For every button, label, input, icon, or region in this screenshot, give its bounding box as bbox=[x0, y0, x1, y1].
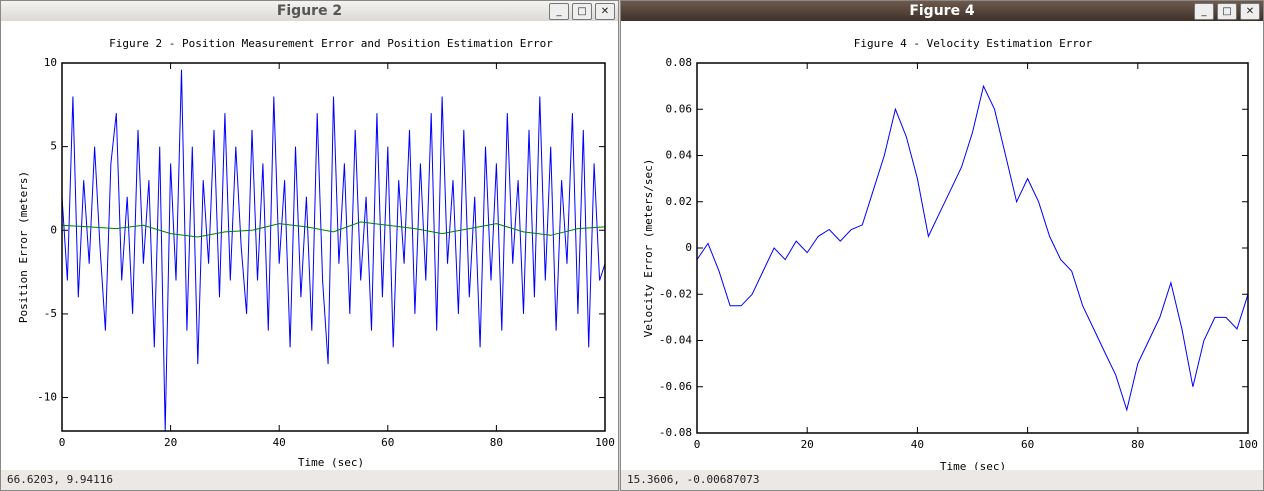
minimize-button[interactable]: _ bbox=[1194, 3, 1214, 20]
y-tick-label: 0 bbox=[685, 241, 692, 254]
title-bar: Figure 4 _ □ ✕ bbox=[621, 1, 1263, 21]
y-tick-label: 0.02 bbox=[666, 195, 693, 208]
y-tick-label: 0 bbox=[50, 223, 57, 236]
plot-frame bbox=[696, 62, 1249, 434]
x-tick-label: 100 bbox=[595, 436, 615, 449]
status-bar: 66.6203, 9.94116 bbox=[1, 470, 618, 490]
data-line bbox=[696, 84, 1249, 412]
x-tick-label: 40 bbox=[273, 436, 286, 449]
x-tick-label: 80 bbox=[1131, 438, 1144, 451]
x-tick-label: 0 bbox=[694, 438, 701, 451]
figure-window: Figure 2 _ □ ✕ Figure 2 - Position Measure… bbox=[0, 0, 619, 491]
y-tick-label: 0.06 bbox=[666, 102, 693, 115]
figure-window: Figure 4 _ □ ✕ Figure 4 - Velocity Estimat… bbox=[620, 0, 1264, 491]
cursor-coordinates: 66.6203, 9.94116 bbox=[7, 473, 113, 486]
chart: Figure 2 - Position Measurement Error an… bbox=[17, 37, 615, 469]
x-tick-label: 60 bbox=[1021, 438, 1034, 451]
status-bar: 15.3606, -0.00687073 bbox=[621, 470, 1263, 490]
plot-frame bbox=[61, 62, 606, 432]
data-line bbox=[61, 221, 606, 238]
maximize-button[interactable]: □ bbox=[1217, 3, 1237, 20]
x-tick-label: 0 bbox=[59, 436, 66, 449]
x-tick-label: 80 bbox=[490, 436, 503, 449]
chart-title: Figure 4 - Velocity Estimation Error bbox=[854, 37, 1093, 50]
y-axis-label: Velocity Error (meters/sec) bbox=[642, 159, 655, 338]
y-axis-label: Position Error (meters) bbox=[17, 171, 30, 323]
y-tick-label: 0.04 bbox=[666, 149, 693, 162]
maximize-button[interactable]: □ bbox=[572, 3, 592, 20]
y-tick-label: -10 bbox=[37, 391, 57, 404]
y-tick-label: -0.06 bbox=[659, 380, 692, 393]
x-axis-label: Time (sec) bbox=[298, 456, 364, 469]
y-tick-label: -5 bbox=[44, 307, 57, 320]
cursor-coordinates: 15.3606, -0.00687073 bbox=[627, 473, 760, 486]
x-tick-label: 60 bbox=[381, 436, 394, 449]
y-tick-label: -0.08 bbox=[659, 426, 692, 439]
x-axis-label: Time (sec) bbox=[940, 460, 1006, 471]
x-tick-label: 100 bbox=[1238, 438, 1258, 451]
x-tick-label: 20 bbox=[801, 438, 814, 451]
y-tick-label: 0.08 bbox=[666, 56, 693, 69]
x-tick-label: 40 bbox=[911, 438, 924, 451]
chart-title: Figure 2 - Position Measurement Error an… bbox=[109, 37, 553, 50]
close-button[interactable]: ✕ bbox=[1240, 3, 1260, 20]
y-tick-label: -0.04 bbox=[659, 334, 692, 347]
minimize-button[interactable]: _ bbox=[549, 3, 569, 20]
y-tick-label: -0.02 bbox=[659, 287, 692, 300]
x-tick-label: 20 bbox=[164, 436, 177, 449]
y-tick-label: 5 bbox=[50, 140, 57, 153]
chart: Figure 4 - Velocity Estimation Error Time… bbox=[642, 37, 1258, 471]
window-title: Figure 2 bbox=[276, 3, 343, 19]
close-button[interactable]: ✕ bbox=[595, 3, 615, 20]
window-title: Figure 4 bbox=[909, 3, 975, 19]
data-line bbox=[61, 69, 606, 432]
y-tick-label: 10 bbox=[44, 56, 57, 69]
title-bar: Figure 2 _ □ ✕ bbox=[1, 1, 618, 21]
